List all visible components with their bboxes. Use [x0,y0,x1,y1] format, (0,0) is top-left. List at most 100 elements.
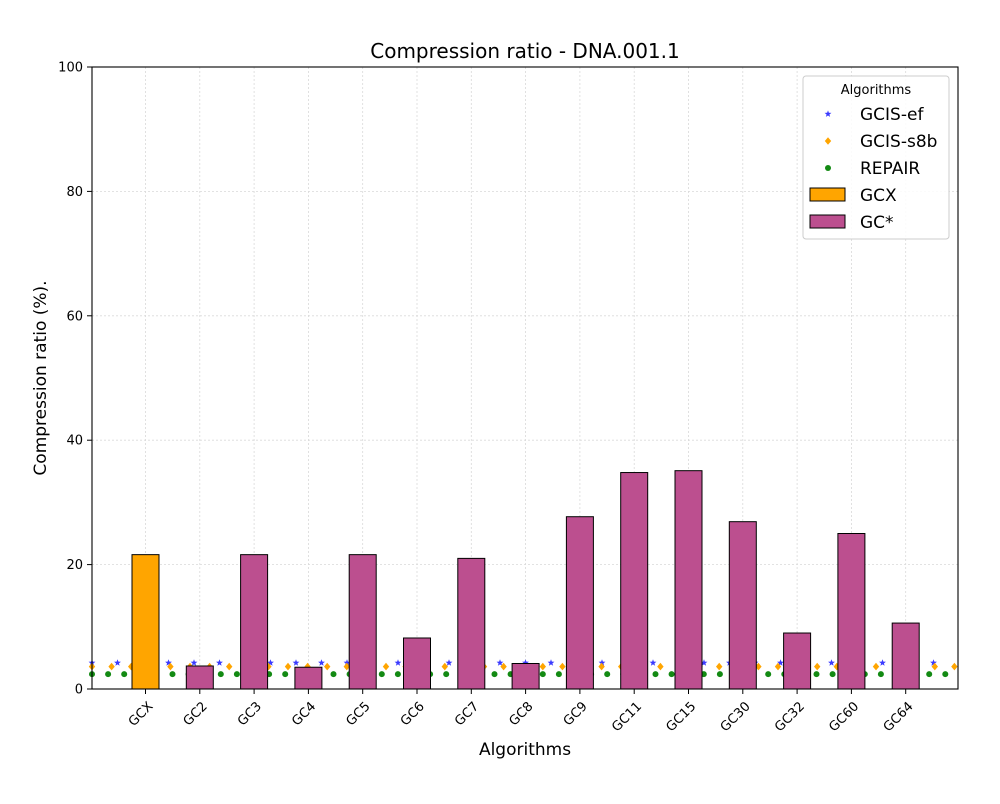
bar-gcx [131,554,160,690]
bar-gc5 [348,554,377,690]
bar-gc9 [565,516,594,690]
repair-marker [604,671,611,678]
repair-marker [539,671,546,678]
gcis-s8b-marker [382,662,390,671]
x-tick-label: GC32 [772,699,808,735]
gcis-s8b-marker [951,662,958,671]
bar-gc11 [620,472,649,690]
x-tick-label: GC7 [452,699,482,729]
legend-swatch [809,187,846,202]
repair-marker [217,671,224,678]
repair-marker [652,671,659,678]
y-tick-label: 80 [66,185,83,200]
bar-gc2 [185,665,214,690]
gcis-ef-marker [522,659,529,666]
gcis-ef-marker [777,659,784,666]
x-tick-label: GC15 [663,699,699,735]
repair-marker [491,671,498,678]
gcis-ef-marker [292,659,300,666]
repair-marker [926,671,933,678]
gcis-ef-marker [267,659,274,666]
legend-items: GCIS-ef GCIS-s8b REPAIR GCX GC* [809,105,937,233]
repair-marker [443,671,450,678]
repair-marker [942,671,949,678]
gcis-s8b-marker [108,662,115,671]
legend: Algorithms GCIS-ef GCIS-s8b REPAIR GCX GC* [802,75,950,240]
gcis-s8b-marker [872,662,880,671]
x-tick-label: GC60 [826,699,862,735]
y-tick-label: 0 [75,683,83,698]
legend-label: GCIS-s8b [860,132,937,152]
legend-swatch [809,214,846,229]
gcis-ef-marker [828,659,835,666]
repair-marker [330,671,337,678]
legend-label: GCX [860,186,897,206]
repair-marker [765,671,772,678]
gcis-s8b-marker [931,662,938,671]
repair-marker [668,671,675,678]
gcis-ef-marker [318,659,325,666]
gcis-ef-marker [879,659,886,666]
legend-label: GCIS-ef [860,105,924,125]
gcis-ef-marker [216,659,223,666]
x-tick-label: GC3 [235,699,265,729]
x-tick-label: GCX [126,699,157,730]
x-tick-label: GC64 [881,699,917,735]
y-axis-label: Compression ratio (%). [31,280,51,475]
y-tick-label: 40 [66,434,83,449]
legend-marker [824,110,832,117]
gcis-s8b-marker [833,662,840,671]
gcis-s8b-marker [716,662,723,671]
gcis-s8b-marker [814,662,821,671]
gcis-s8b-marker [284,662,292,671]
gcis-s8b-marker [343,662,350,671]
repair-marker [829,671,836,678]
bar-layer [131,470,920,690]
gcis-ef-marker [598,659,606,666]
gcis-ef-marker [343,659,351,666]
gcis-s8b-marker [324,662,331,671]
gcis-ef-marker [700,659,708,666]
y-tick-label: 20 [66,558,83,573]
repair-marker [121,671,128,678]
repair-marker [282,671,289,678]
y-tick-label: 60 [66,309,83,324]
y-axis-ticks: 0 20 40 60 80 100 [58,61,92,698]
bar-gc6 [403,637,431,690]
gcis-ef-marker [165,659,172,666]
gcis-s8b-marker [755,662,762,671]
legend-item: GC* [809,213,894,233]
bar-gc4 [294,666,323,690]
x-tick-label: GC8 [506,699,536,729]
y-tick-label: 100 [58,61,83,76]
x-tick-label: GC5 [344,699,374,729]
plot-frame [91,66,959,690]
bar-gc7 [457,557,486,690]
repair-marker [555,671,562,678]
repair-marker [877,671,884,678]
bar-gc60 [837,533,866,690]
repair-marker [716,671,723,678]
chart-title: Compression ratio - DNA.001.1 [370,39,679,63]
gcis-s8b-marker [539,662,546,671]
x-tick-label: GC6 [398,699,428,729]
repair-marker [394,671,401,678]
gcis-ef-marker [190,659,198,666]
gcis-s8b-marker [441,662,448,671]
gcis-s8b-marker [559,662,566,671]
gcis-ef-marker [394,659,402,666]
gcis-s8b-marker [226,662,233,671]
x-tick-label: GC30 [718,699,754,735]
legend-item: GCIS-s8b [824,132,937,152]
legend-label: REPAIR [860,159,920,179]
gcis-ef-marker [496,659,504,666]
bar-gc30 [728,521,757,690]
legend-item: GCIS-ef [824,105,924,125]
gcis-s8b-marker [598,662,605,671]
legend-item: REPAIR [825,159,920,179]
bar-gc3 [240,554,269,690]
gcis-ef-marker [445,659,453,666]
x-tick-label: GC4 [289,699,319,729]
gcis-s8b-marker [657,662,664,671]
